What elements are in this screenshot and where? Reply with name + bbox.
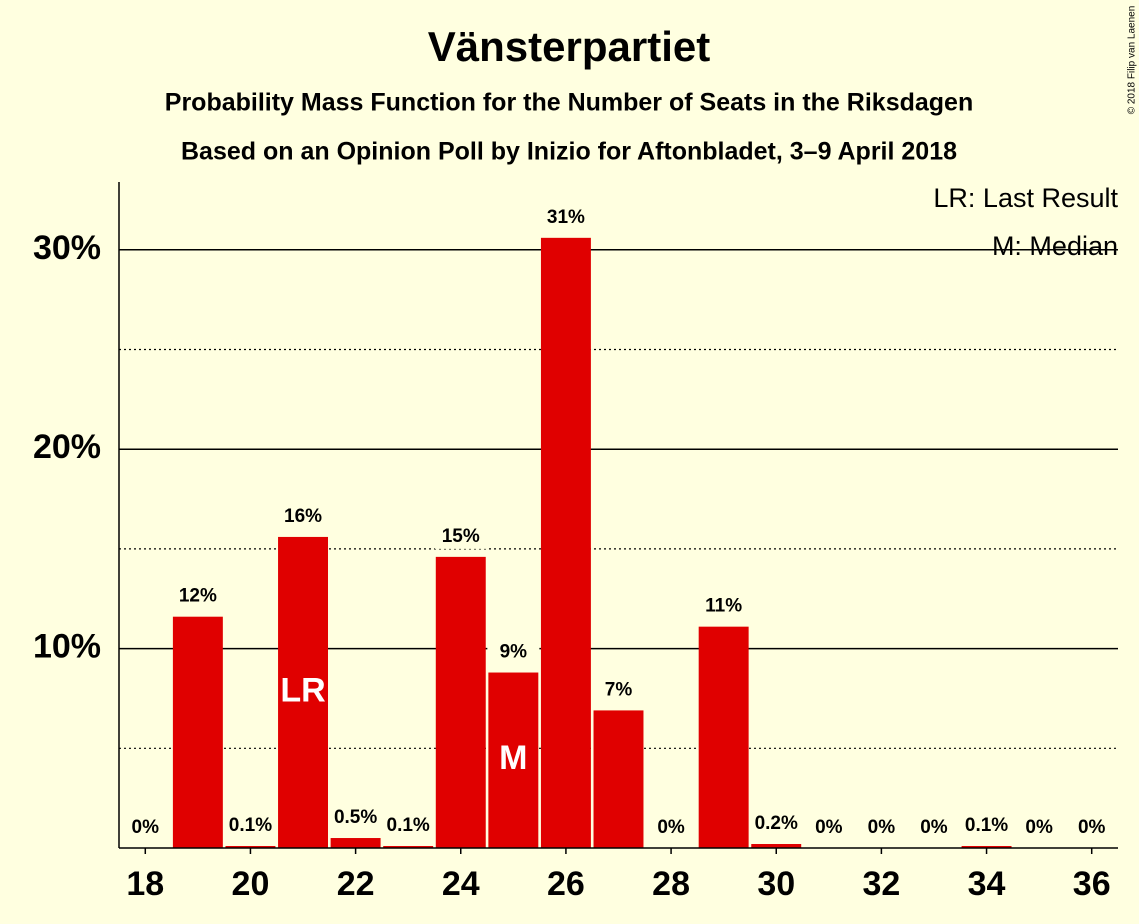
bar	[330, 838, 381, 848]
value-label: 0%	[815, 817, 843, 838]
bar-marker: M	[499, 739, 527, 777]
value-label-bg	[382, 814, 435, 839]
value-label-bg	[697, 594, 750, 619]
value-label: 0.2%	[755, 813, 798, 834]
bar	[698, 626, 749, 848]
value-label: 31%	[547, 207, 585, 228]
x-tick-label: 28	[652, 865, 690, 903]
chart-title: Vänsterpartiet	[428, 23, 710, 70]
chart-subtitle: Probability Mass Function for the Number…	[165, 89, 973, 117]
value-label-bg	[907, 816, 960, 840]
legend-entry: M: Median	[992, 231, 1118, 261]
value-label: 0%	[1025, 817, 1053, 838]
value-label: 0%	[132, 817, 160, 838]
x-tick-label: 30	[757, 865, 795, 903]
x-tick-label: 36	[1073, 865, 1111, 903]
copyright: © 2018 Filip van Laenen	[1127, 6, 1138, 115]
value-label: 11%	[705, 596, 742, 617]
value-label-bg	[802, 816, 855, 840]
bar	[540, 237, 591, 848]
value-label: 7%	[605, 679, 633, 700]
value-label-bg	[1013, 816, 1066, 840]
x-tick-label: 26	[547, 865, 585, 903]
value-label-bg	[750, 812, 803, 837]
value-label: 12%	[179, 586, 217, 607]
value-label-bg	[1065, 816, 1118, 840]
value-label-bg	[487, 640, 540, 665]
value-label: 0.1%	[387, 815, 430, 836]
value-label-bg	[855, 816, 908, 840]
legend-entry: LR: Last Result	[933, 183, 1118, 213]
bar	[383, 846, 434, 848]
bar	[225, 846, 276, 848]
value-label: 15%	[442, 526, 480, 547]
y-tick-label: 20%	[33, 428, 101, 466]
bar	[488, 672, 539, 848]
value-label-bg	[277, 504, 330, 529]
bar	[172, 616, 223, 848]
value-label: 0%	[920, 817, 948, 838]
y-tick-label: 10%	[33, 628, 101, 666]
value-label-bg	[224, 814, 277, 839]
x-tick-label: 18	[126, 865, 164, 903]
value-label-bg	[539, 205, 592, 230]
bar	[593, 710, 644, 848]
x-tick-label: 20	[232, 865, 270, 903]
bar	[435, 556, 486, 848]
x-tick-label: 34	[968, 865, 1006, 903]
bar	[961, 846, 1012, 848]
value-label: 0%	[1078, 817, 1106, 838]
x-tick-label: 32	[862, 865, 900, 903]
value-label-bg	[329, 806, 382, 831]
value-label-bg	[592, 678, 645, 703]
bar-marker: LR	[280, 671, 325, 709]
value-label: 0.1%	[965, 815, 1008, 836]
value-label: 0%	[657, 817, 685, 838]
x-tick-label: 22	[337, 865, 375, 903]
value-label: 0%	[868, 817, 896, 838]
value-label-bg	[434, 524, 487, 549]
bar	[751, 844, 802, 848]
x-tick-label: 24	[442, 865, 480, 903]
y-tick-label: 30%	[33, 229, 101, 267]
bar	[278, 536, 329, 848]
chart-subtitle: Based on an Opinion Poll by Inizio for A…	[181, 138, 957, 166]
value-label: 0.5%	[334, 807, 377, 828]
value-label-bg	[960, 814, 1013, 839]
value-label-bg	[171, 584, 224, 609]
value-label-bg	[119, 816, 172, 840]
value-label-bg	[645, 816, 698, 840]
value-label: 0.1%	[229, 815, 272, 836]
value-label: 9%	[500, 642, 528, 663]
value-label: 16%	[284, 506, 322, 527]
